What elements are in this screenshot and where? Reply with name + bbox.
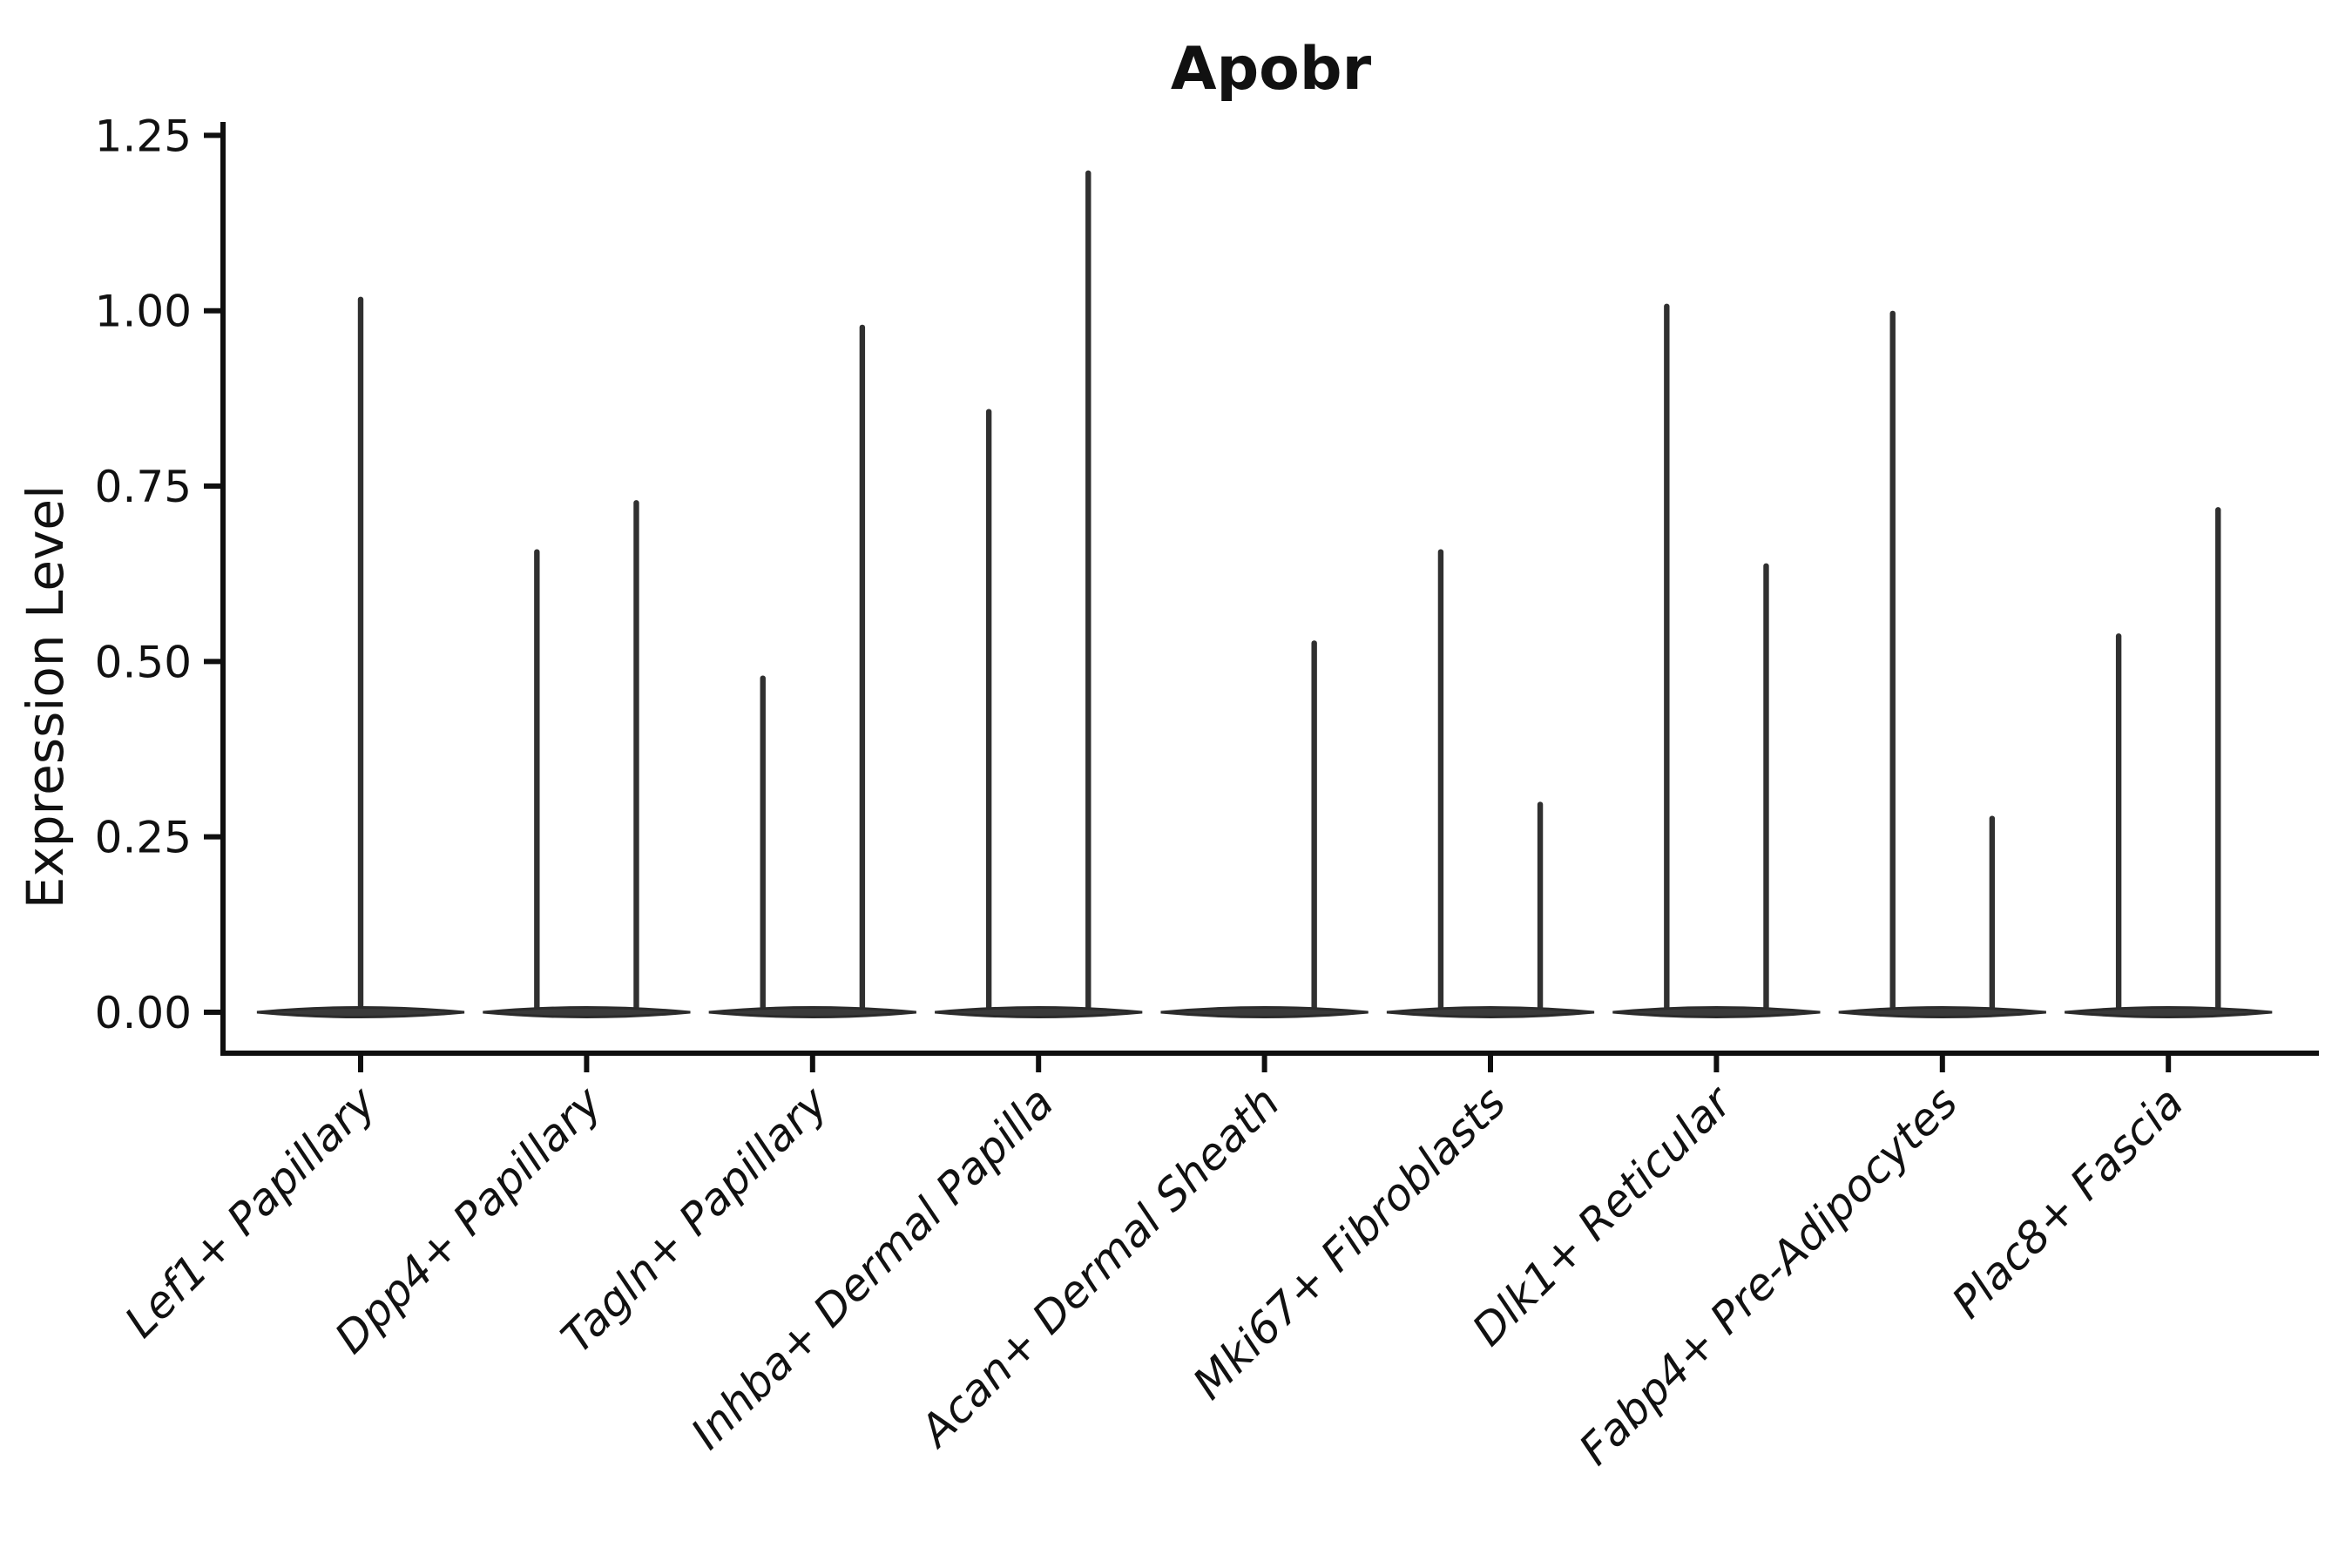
violin-spike	[1437, 549, 1444, 1012]
violin-body	[483, 1005, 691, 1019]
violin-body	[2065, 1005, 2273, 1019]
violin-spike	[760, 675, 766, 1012]
violin-spike	[2215, 507, 2221, 1012]
violin-spike	[1537, 801, 1544, 1012]
violin-spike	[357, 296, 364, 1012]
y-axis-label: Expression Level	[16, 485, 75, 909]
violin-spike	[633, 500, 639, 1012]
violin-spike	[1664, 303, 1670, 1013]
y-tick-label: 0.75	[95, 462, 192, 512]
violin-spike	[985, 409, 992, 1012]
x-tick-label: Plac8+ Fascia	[1943, 1077, 2193, 1328]
violin-body	[1838, 1005, 2046, 1019]
y-tick-label: 0.25	[95, 813, 192, 863]
violin-body	[1612, 1005, 1821, 1019]
violin-spike	[1311, 640, 1317, 1012]
x-tick-label: Acan+ Dermal Sheath	[909, 1077, 1289, 1457]
violin-spike	[534, 549, 540, 1012]
violin-spike	[1763, 563, 1769, 1012]
violin-body	[935, 1005, 1143, 1019]
x-tick-label: Inhba+ Dermal Papilla	[681, 1077, 1063, 1458]
violin-body	[256, 1005, 465, 1019]
violin-body	[1160, 1005, 1369, 1019]
violin-spike	[859, 324, 866, 1012]
y-tick-label: 0.50	[95, 637, 192, 687]
violin-spike	[2115, 633, 2122, 1012]
x-tick-label: Fabp4+ Pre-Adipocytes	[1570, 1077, 1968, 1475]
violin-spike	[1085, 170, 1092, 1012]
y-tick-label: 0.00	[95, 988, 192, 1038]
chart-title: Apobr	[1171, 35, 1372, 104]
violin-body	[1386, 1005, 1595, 1019]
violin-body	[708, 1005, 916, 1019]
y-tick-label: 1.25	[95, 111, 192, 161]
y-tick-label: 1.00	[95, 287, 192, 337]
violin-spike	[1989, 815, 1996, 1012]
violin-spike	[1889, 310, 1896, 1012]
